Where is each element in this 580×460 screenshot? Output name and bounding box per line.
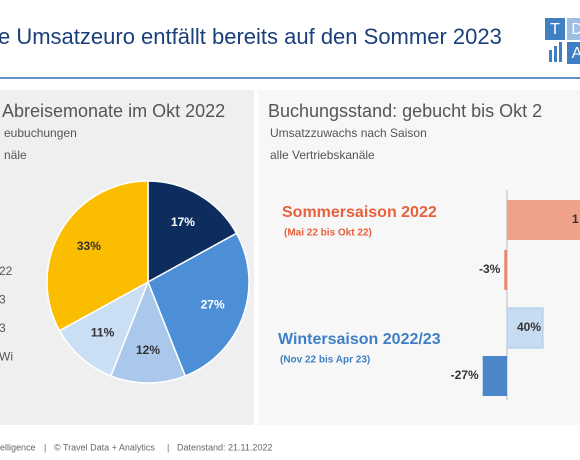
season-name: Wintersaison 2022/23 xyxy=(278,331,441,348)
logo: T D A xyxy=(545,18,580,64)
legend-label: 3 xyxy=(0,293,6,307)
slice-label: 17% xyxy=(171,215,195,229)
slice-label: 11% xyxy=(91,326,115,340)
bar xyxy=(506,307,544,349)
slice-label: 27% xyxy=(201,297,225,311)
footer-separator: | xyxy=(167,442,169,452)
right-panel xyxy=(258,90,580,425)
bar-title: Buchungsstand: gebucht bis Okt 2 xyxy=(268,101,542,121)
pie-slice xyxy=(147,232,250,377)
pie-subtitle: näle xyxy=(4,148,27,162)
footer-text: elligence xyxy=(0,442,36,452)
bar-label: -3% xyxy=(479,262,501,276)
logo-letter: A xyxy=(572,45,580,62)
legend-label: 22 xyxy=(0,264,13,278)
logo-box xyxy=(545,18,565,40)
logo-bar xyxy=(559,42,562,62)
pie-slice xyxy=(46,180,149,332)
pie-subtitle: eubuchungen xyxy=(4,126,77,140)
legend-label: Wi xyxy=(0,350,13,364)
logo-letter: T xyxy=(550,21,560,38)
slice-label: 33% xyxy=(77,239,101,253)
footer: elligence | © Travel Data + Analytics | … xyxy=(0,442,272,452)
slide-title: e Umsatzeuro entfällt bereits auf den So… xyxy=(0,24,502,49)
season-period: (Nov 22 bis Apr 23) xyxy=(280,355,370,366)
bar xyxy=(482,356,507,396)
slice-label: 12% xyxy=(136,343,160,357)
pie-title: Abreisemonate im Okt 2022 xyxy=(2,101,225,121)
logo-bar xyxy=(549,50,552,62)
bar-subtitle: Umsatzzuwachs nach Saison xyxy=(270,126,427,140)
pie-slice xyxy=(109,279,187,384)
footer-text: Datenstand: 21.11.2022 xyxy=(177,442,272,452)
logo-bar xyxy=(554,46,557,62)
pie-slice xyxy=(147,180,238,284)
bar-label: -27% xyxy=(451,368,479,382)
pie-slice xyxy=(58,280,150,377)
footer-text: © Travel Data + Analytics xyxy=(54,442,155,452)
bar-label: 40% xyxy=(517,320,541,334)
logo-letter: D xyxy=(571,21,580,38)
bar-subtitle: alle Vertriebskanäle xyxy=(270,148,375,162)
logo-box xyxy=(567,42,580,64)
legend-label: 3 xyxy=(0,321,6,335)
bar-label: 1 xyxy=(572,212,579,226)
footer-separator: | xyxy=(44,442,46,452)
season-name: Sommersaison 2022 xyxy=(282,204,437,221)
season-period: (Mai 22 bis Okt 22) xyxy=(284,228,372,239)
logo-box xyxy=(567,18,580,40)
bar xyxy=(507,200,580,240)
bar xyxy=(504,250,507,290)
